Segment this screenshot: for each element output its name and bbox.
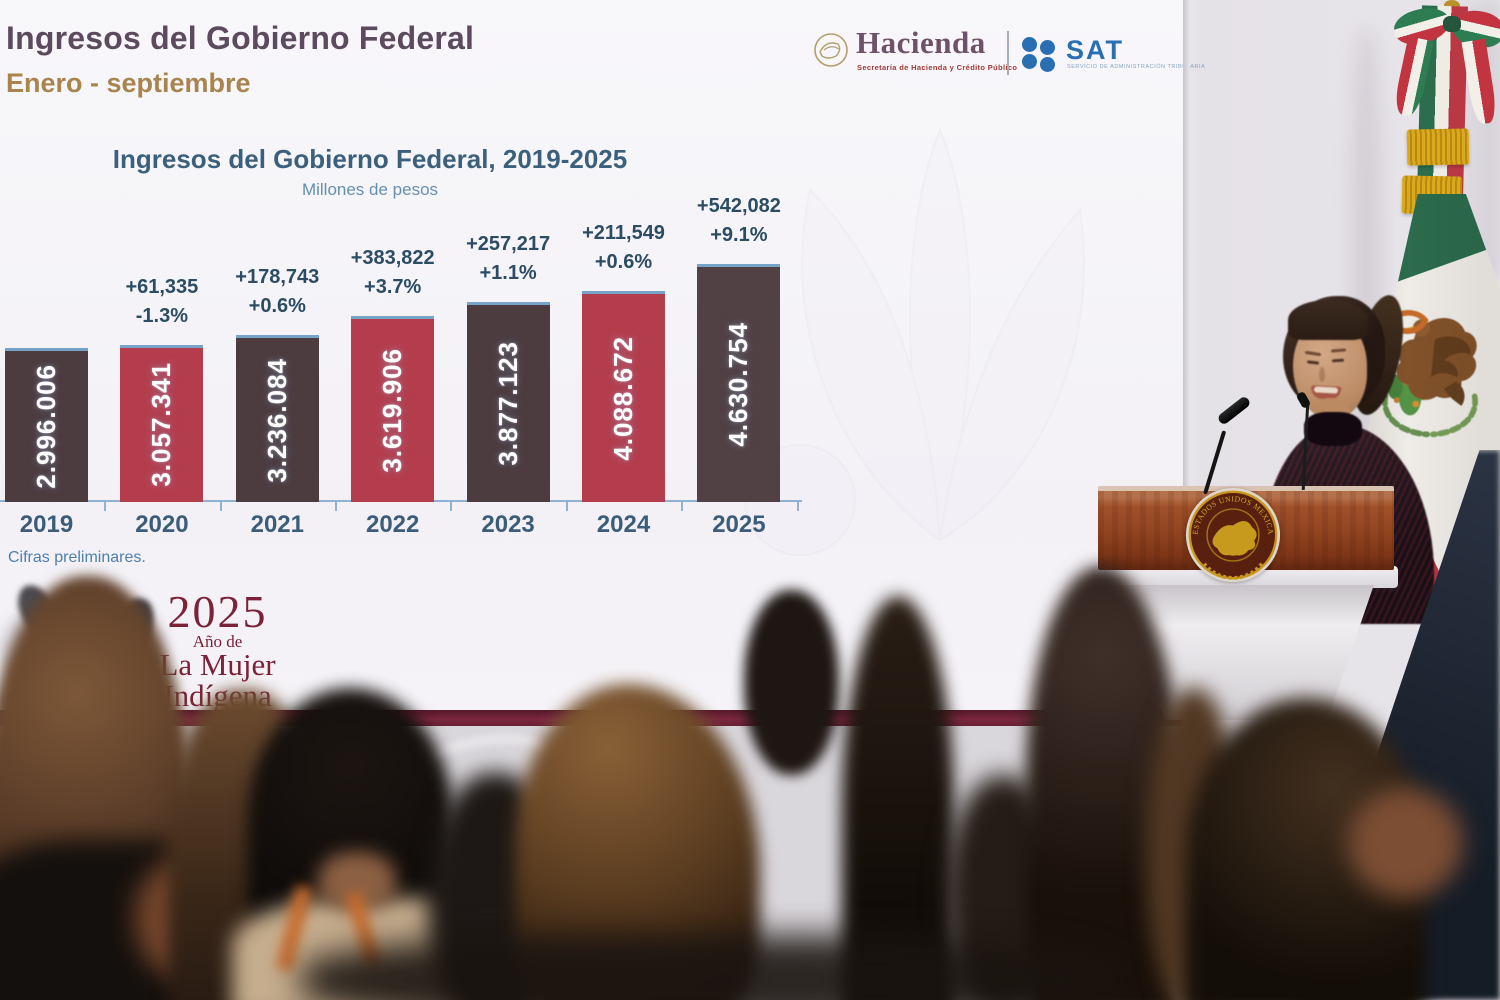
hacienda-tagline: Secretaría de Hacienda y Crédito Público: [857, 63, 1018, 72]
badge-line1: Año de: [192, 632, 243, 651]
annotation-delta: +383,822: [350, 246, 435, 269]
axis-tick: [681, 502, 684, 511]
annotation-pct: +0.6%: [594, 251, 653, 274]
sat-dot: [1022, 37, 1037, 52]
annotation-pct: -1.3%: [135, 304, 189, 327]
annotation-delta: +61,335: [125, 275, 199, 298]
sat-dot: [1040, 40, 1055, 55]
bar-2024: 4.088.672: [582, 291, 665, 502]
axis-tick: [104, 502, 107, 511]
x-tick-label: 2024: [596, 511, 651, 538]
face-feature: [1319, 367, 1325, 382]
chart-subtitle: Millones de pesos: [301, 180, 439, 199]
chart-title: Ingresos del Gobierno Federal, 2019-2025: [112, 144, 628, 174]
bar-2019: 2.996.006: [5, 347, 88, 502]
annotation-delta: +211,549: [582, 222, 665, 245]
annotation-delta: +542,082: [696, 194, 781, 217]
speaker-collar: [1304, 412, 1362, 446]
screen-edge: [1183, 0, 1190, 726]
x-tick-label: 2025: [712, 511, 766, 538]
axis-tick: [219, 502, 222, 511]
bar-2022: 3.619.906: [351, 315, 435, 502]
axis-tick: [796, 502, 799, 511]
x-tick-label: 2019: [19, 511, 74, 538]
sat-dot: [1040, 57, 1055, 72]
sat-dots-icon: [1022, 37, 1058, 72]
annotation-delta: +257,217: [466, 233, 551, 256]
sat-wordmark: SAT: [1066, 35, 1124, 65]
slide-subtitle: Enero - septiembre: [6, 68, 251, 98]
annotation-pct: +9.1%: [710, 223, 768, 246]
x-tick-label: 2023: [481, 511, 535, 538]
sat-dot: [1022, 54, 1037, 69]
annotation-pct: +3.7%: [364, 275, 422, 298]
x-tick-label: 2022: [365, 511, 420, 538]
x-tick-label: 2021: [250, 511, 304, 538]
bar-annotation: +61,335 -1.3%: [87, 273, 237, 331]
hacienda-seal-icon: [814, 33, 848, 67]
axis-tick: [335, 502, 337, 511]
bar-annotation: +383,822 +3.7%: [318, 244, 468, 302]
axis-tick: [565, 502, 568, 511]
slide-title: Ingresos del Gobierno Federal: [6, 20, 475, 56]
annotation-pct: +1.1%: [479, 262, 537, 285]
x-tick-label: 2020: [135, 511, 189, 538]
podium-seal: ESTADOS UNIDOS MEXICANOS: [1185, 487, 1281, 583]
logo-divider: [1007, 31, 1009, 75]
bar-chart: 2.996.006 2019 3.057.341 2020 +61,335 -1.3% 3.…: [0, 192, 814, 538]
axis-tick: [450, 502, 453, 511]
speaker-hairline: [1288, 300, 1368, 340]
bar-2025: 4.630.754: [697, 263, 781, 502]
watermark-pattern: [744, 127, 1085, 556]
hacienda-wordmark: Hacienda: [856, 25, 986, 60]
bar-2023: 3.877.123: [466, 302, 550, 502]
face-feature: [1313, 386, 1339, 394]
bar-2021: 3.236.084: [235, 335, 319, 502]
hacienda-logo: Hacienda Secretaría de Hacienda y Crédit…: [812, 25, 1017, 77]
bar-annotation: +542,082 +9.1%: [664, 192, 814, 250]
bar-annotation: +211,549 +0.6%: [549, 219, 699, 277]
bar-annotation: +257,217 +1.1%: [433, 230, 583, 288]
sat-tagline: SERVICIO DE ADMINISTRACIÓN TRIBUTARIA: [1067, 64, 1206, 70]
sat-logo: SAT SERVICIO DE ADMINISTRACIÓN TRIBUTARI…: [1022, 35, 1205, 75]
bar-annotation: +178,743 +0.6%: [202, 263, 352, 321]
annotation-pct: +0.6%: [248, 295, 306, 318]
footnote: Cifras preliminares.: [8, 549, 146, 566]
annotation-delta: +178,743: [235, 266, 320, 289]
bar-2020: 3.057.341: [120, 344, 204, 502]
